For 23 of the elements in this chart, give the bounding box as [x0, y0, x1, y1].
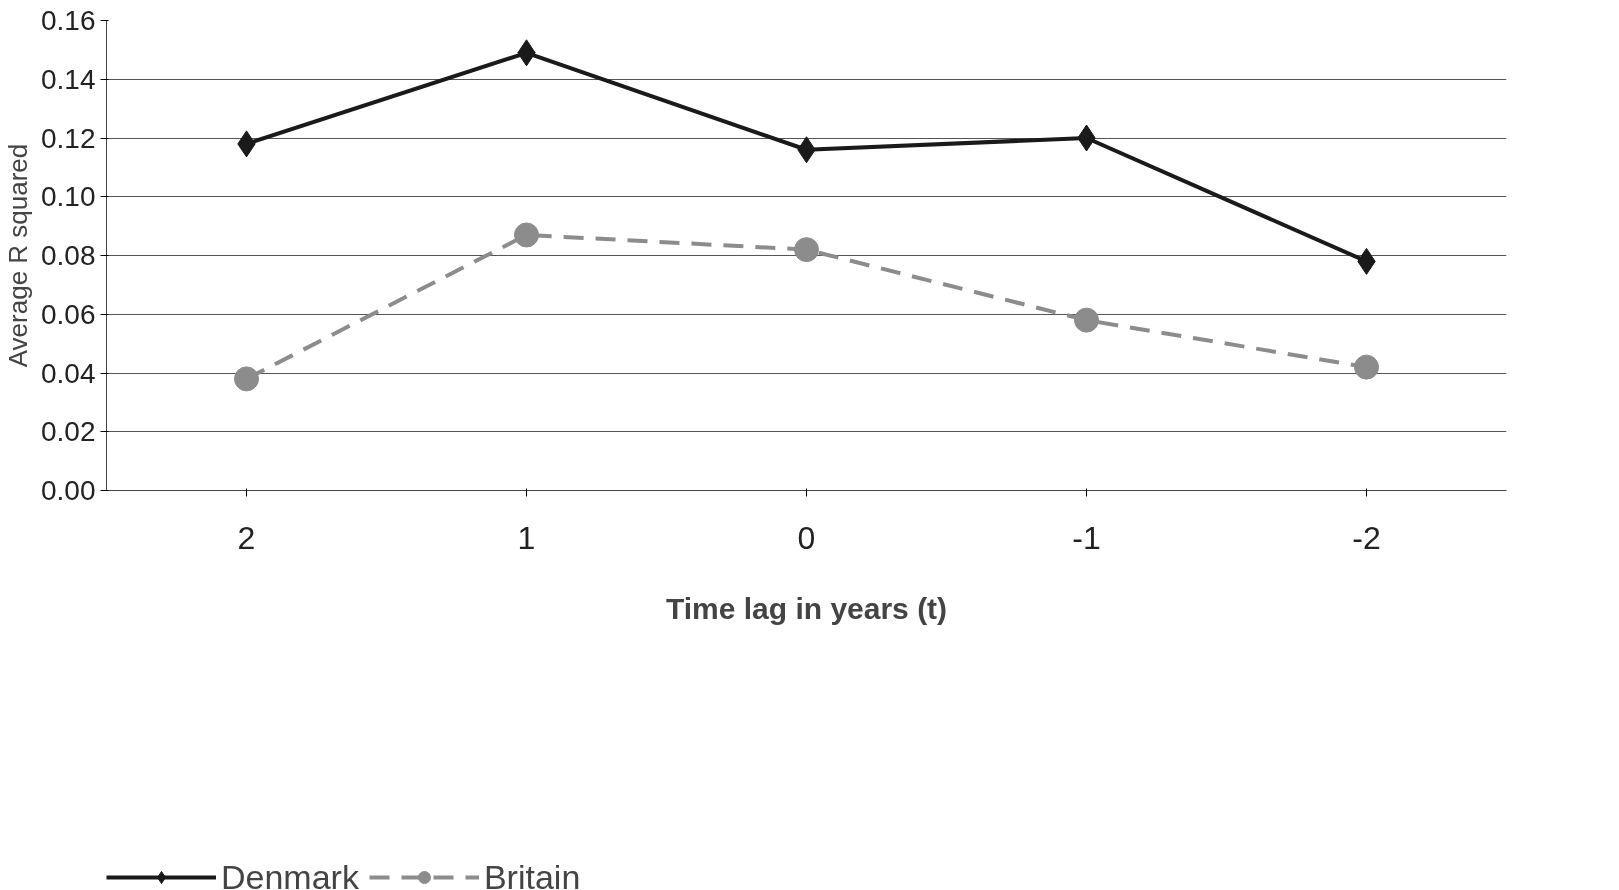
y-tick-label: 0.16: [41, 5, 96, 36]
point: [794, 237, 819, 263]
y-tick-label: 0.12: [41, 122, 96, 154]
point: [234, 366, 259, 392]
y-tick-label: 0.00: [41, 475, 96, 506]
legend-label: Denmark: [221, 857, 359, 890]
x-tick-label: -2: [1352, 519, 1381, 556]
legend-label: Britain: [483, 857, 581, 890]
y-tick-label: 0.06: [41, 298, 96, 330]
x-tick-label: 1: [517, 519, 536, 556]
y-tick-label: 0.02: [41, 416, 96, 448]
x-axis-title: Time lag in years (t): [665, 591, 948, 625]
point: [1074, 307, 1099, 333]
y-tick-label: 0.08: [41, 240, 96, 271]
y-tick-label: 0.14: [41, 63, 96, 95]
point: [1354, 354, 1379, 380]
x-tick-label: 2: [237, 519, 256, 556]
y-axis-title: Average R squared: [3, 143, 33, 368]
x-tick-label: -1: [1072, 519, 1101, 556]
x-tick-label: 0: [797, 519, 816, 556]
point: [514, 222, 539, 248]
y-tick-label: 0.04: [41, 357, 96, 389]
y-tick-label: 0.10: [41, 181, 96, 213]
